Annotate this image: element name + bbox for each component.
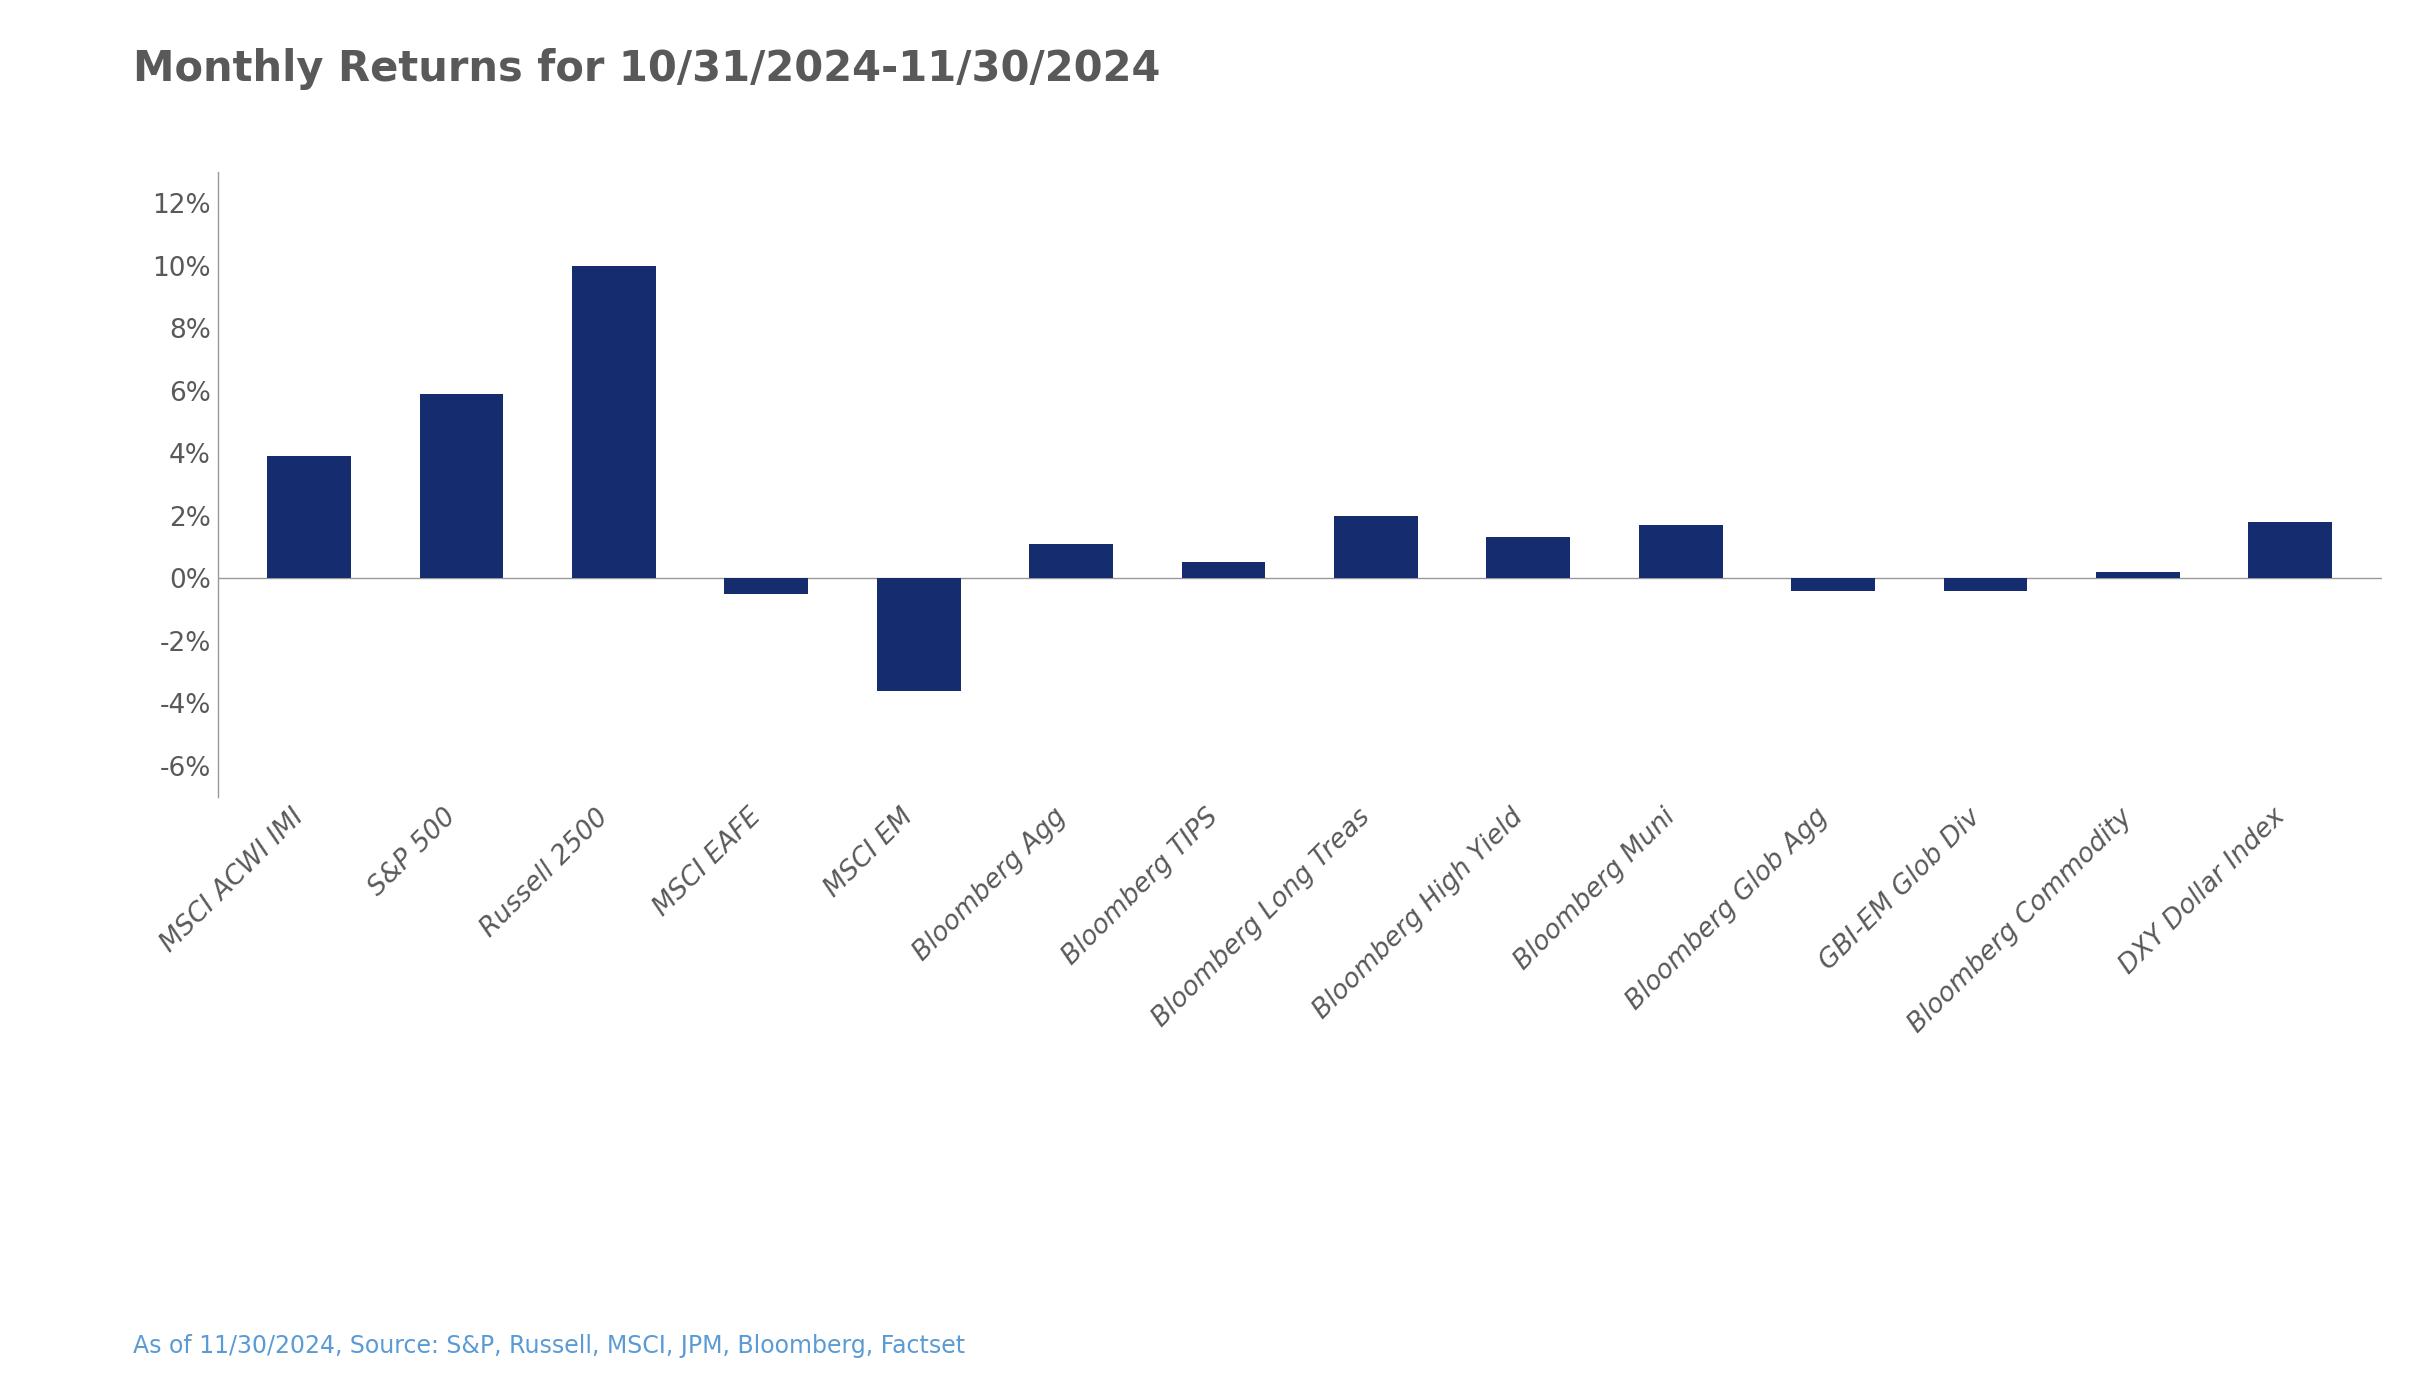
Bar xyxy=(1182,562,1265,578)
Text: As of 11/30/2024, Source: S&P, Russell, MSCI, JPM, Bloomberg, Factset: As of 11/30/2024, Source: S&P, Russell, … xyxy=(133,1334,965,1358)
Text: Monthly Returns for 10/31/2024-11/30/2024: Monthly Returns for 10/31/2024-11/30/202… xyxy=(133,48,1161,91)
Bar xyxy=(2249,522,2333,578)
Bar xyxy=(1487,537,1569,578)
Bar xyxy=(1335,515,1417,578)
Bar xyxy=(266,456,351,578)
Bar xyxy=(725,578,808,594)
Bar xyxy=(1639,525,1722,578)
Bar xyxy=(1030,544,1112,578)
Bar xyxy=(878,578,960,691)
Bar xyxy=(573,265,655,578)
Bar xyxy=(2096,572,2179,578)
Bar xyxy=(421,394,503,578)
Bar xyxy=(1944,578,2026,591)
Bar xyxy=(1792,578,1874,591)
